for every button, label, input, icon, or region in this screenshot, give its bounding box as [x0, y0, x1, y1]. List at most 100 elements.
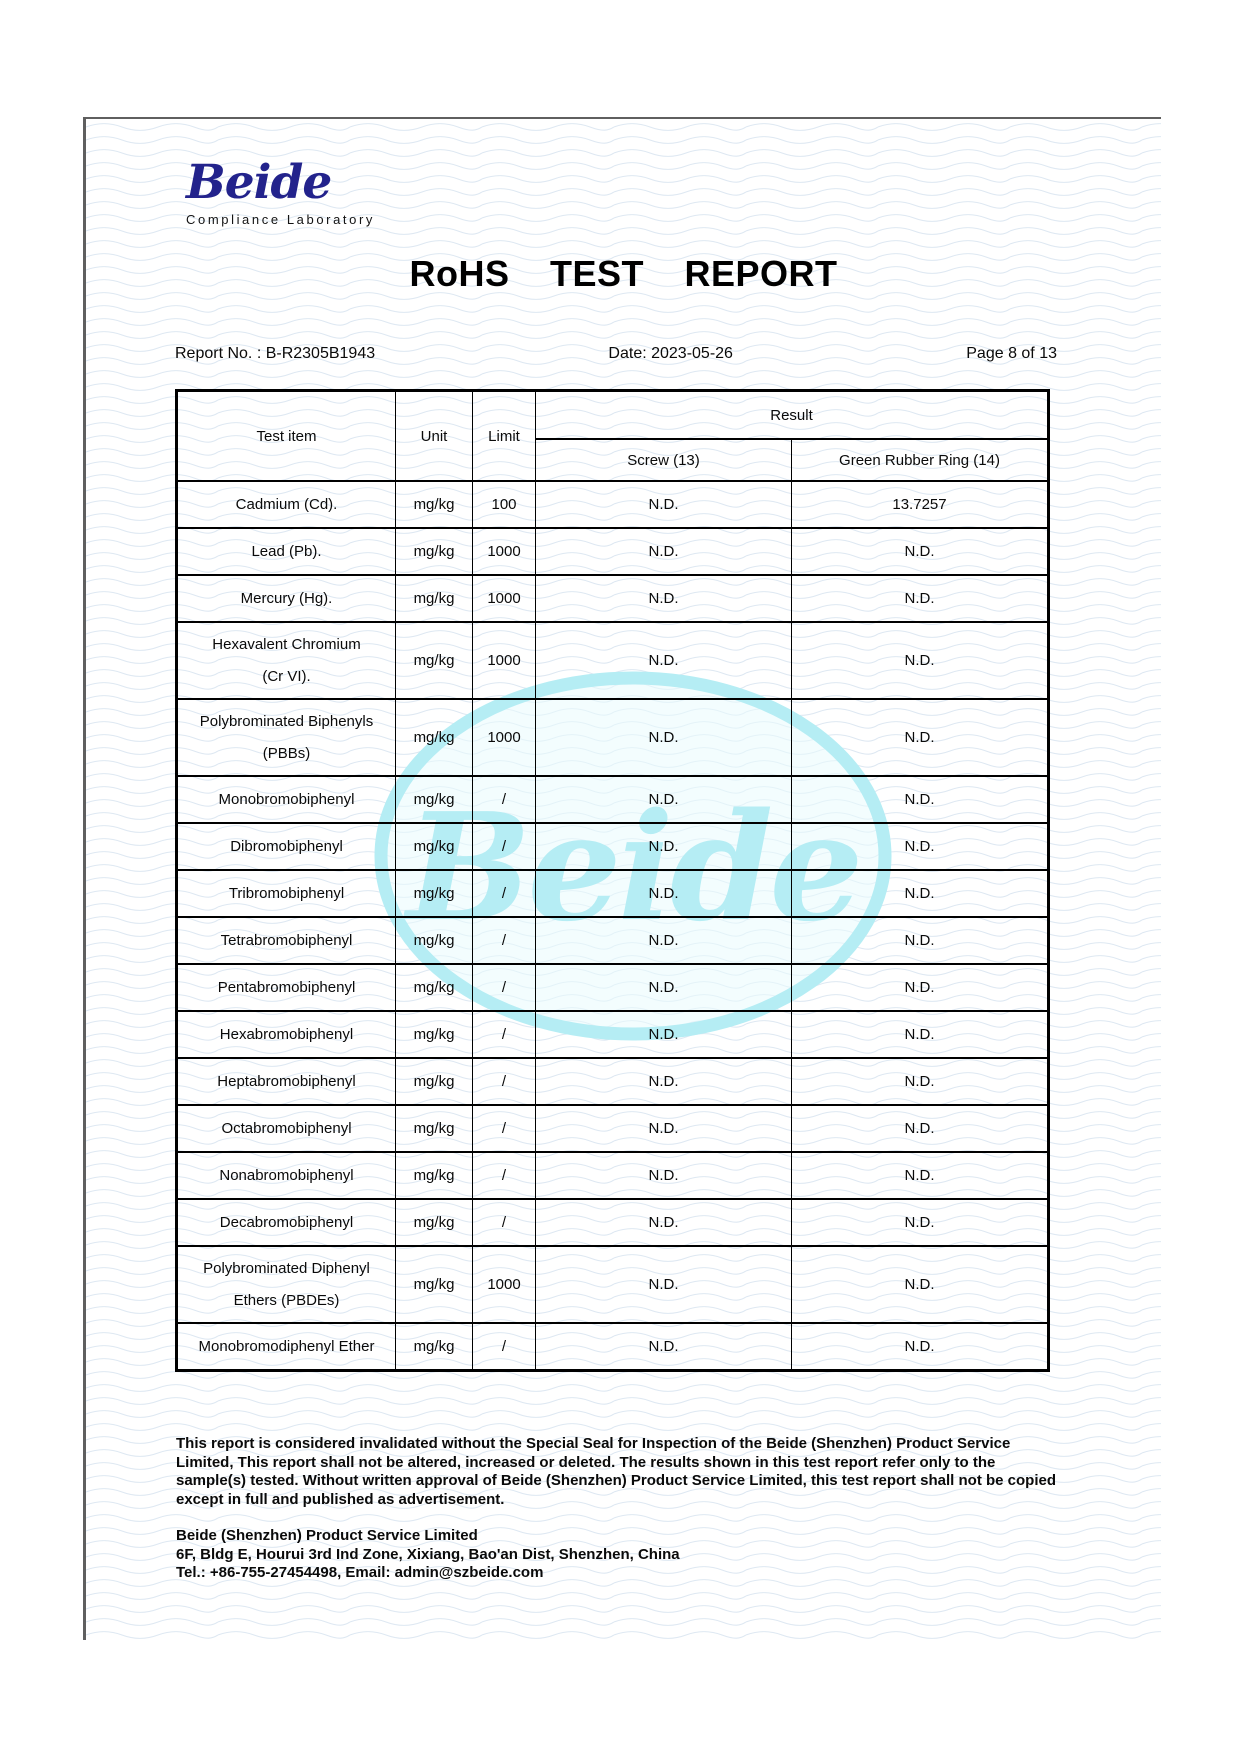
company-info-block: Beide (Shenzhen) Product Service Limited…	[176, 1527, 680, 1583]
cell-result-ring: N.D.	[791, 1198, 1049, 1247]
cell-result-screw: N.D.	[535, 1151, 792, 1200]
cell-result-ring: N.D.	[791, 1104, 1049, 1153]
cell-unit: mg/kg	[395, 1245, 473, 1324]
document-page: Beide Beide Compliance Laboratory RoHS T…	[83, 117, 1161, 1640]
cell-result-screw: N.D.	[535, 1010, 792, 1059]
test-item-line-1: Hexavalent Chromium	[212, 636, 361, 653]
cell-test-item: Pentabromobiphenyl	[176, 963, 396, 1012]
test-item-line-1: Polybrominated Biphenyls	[199, 713, 374, 730]
table-row: Monobromodiphenyl Ether mg/kg / N.D. N.D…	[176, 1322, 1049, 1372]
cell-limit: /	[472, 1322, 536, 1372]
cell-limit: 1000	[472, 621, 536, 700]
cell-result-screw: N.D.	[535, 916, 792, 965]
col-header-sample-screw: Screw (13)	[535, 438, 792, 482]
cell-limit: /	[472, 1151, 536, 1200]
cell-limit: 1000	[472, 574, 536, 623]
cell-result-ring: N.D.	[791, 1010, 1049, 1059]
cell-unit: mg/kg	[395, 775, 473, 824]
test-item-line-2: (PBBs)	[262, 745, 311, 762]
cell-limit: /	[472, 916, 536, 965]
results-table: Test item Unit Limit Result Screw (13) G…	[175, 389, 1050, 1372]
col-header-unit: Unit	[395, 389, 473, 482]
company-contact: Tel.: +86-755-27454498, Email: admin@szb…	[176, 1564, 544, 1582]
page-title: RoHS TEST REPORT	[409, 253, 838, 294]
cell-unit: mg/kg	[395, 1322, 473, 1372]
cell-test-item: Dibromobiphenyl	[176, 822, 396, 871]
table-row: Polybrominated Biphenyls (PBBs) mg/kg 10…	[176, 698, 1049, 777]
cell-result-screw: N.D.	[535, 621, 792, 700]
cell-limit: /	[472, 1057, 536, 1106]
cell-result-ring: N.D.	[791, 869, 1049, 918]
logo-subtitle: Compliance Laboratory	[186, 212, 376, 227]
cell-limit: /	[472, 822, 536, 871]
cell-unit: mg/kg	[395, 1104, 473, 1153]
company-address: 6F, Bldg E, Hourui 3rd Ind Zone, Xixiang…	[176, 1545, 680, 1563]
cell-unit: mg/kg	[395, 916, 473, 965]
cell-result-ring: N.D.	[791, 822, 1049, 871]
cell-result-ring: 13.7257	[791, 480, 1049, 529]
cell-test-item: Polybrominated Diphenyl Ethers (PBDEs)	[176, 1245, 396, 1324]
cell-unit: mg/kg	[395, 480, 473, 529]
cell-limit: /	[472, 775, 536, 824]
cell-limit: /	[472, 1198, 536, 1247]
test-item-line-2: Ethers (PBDEs)	[233, 1292, 340, 1309]
cell-limit: /	[472, 963, 536, 1012]
cell-test-item: Hexavalent Chromium (Cr VI).	[176, 621, 396, 700]
cell-result-screw: N.D.	[535, 1104, 792, 1153]
cell-test-item: Tetrabromobiphenyl	[176, 916, 396, 965]
cell-unit: mg/kg	[395, 621, 473, 700]
cell-result-ring: N.D.	[791, 1151, 1049, 1200]
cell-result-screw: N.D.	[535, 1245, 792, 1324]
cell-result-screw: N.D.	[535, 574, 792, 623]
table-row: Lead (Pb). mg/kg 1000 N.D. N.D.	[176, 527, 1049, 576]
disclaimer-text: This report is considered invalidated wi…	[176, 1435, 1056, 1508]
cell-result-screw: N.D.	[535, 775, 792, 824]
cell-unit: mg/kg	[395, 1151, 473, 1200]
cell-result-ring: N.D.	[791, 574, 1049, 623]
cell-unit: mg/kg	[395, 1057, 473, 1106]
cell-limit: 1000	[472, 698, 536, 777]
cell-limit: 100	[472, 480, 536, 529]
cell-result-ring: N.D.	[791, 1057, 1049, 1106]
cell-result-ring: N.D.	[791, 775, 1049, 824]
table-row: Monobromobiphenyl mg/kg / N.D. N.D.	[176, 775, 1049, 824]
company-name: Beide (Shenzhen) Product Service Limited	[176, 1527, 478, 1544]
col-header-sample-ring: Green Rubber Ring (14)	[791, 438, 1049, 482]
page-indicator: Page 8 of 13	[966, 345, 1057, 362]
cell-test-item: Monobromodiphenyl Ether	[176, 1322, 396, 1372]
cell-test-item: Cadmium (Cd).	[176, 480, 396, 529]
table-row: Decabromobiphenyl mg/kg / N.D. N.D.	[176, 1198, 1049, 1247]
cell-test-item: Decabromobiphenyl	[176, 1198, 396, 1247]
cell-test-item: Mercury (Hg).	[176, 574, 396, 623]
table-row: Hexavalent Chromium (Cr VI). mg/kg 1000 …	[176, 621, 1049, 700]
table-row: Tetrabromobiphenyl mg/kg / N.D. N.D.	[176, 916, 1049, 965]
cell-test-item: Octabromobiphenyl	[176, 1104, 396, 1153]
table-row: Heptabromobiphenyl mg/kg / N.D. N.D.	[176, 1057, 1049, 1106]
col-header-test-item: Test item	[176, 389, 396, 482]
cell-result-ring: N.D.	[791, 621, 1049, 700]
table-header-row-1: Test item Unit Limit Result	[176, 389, 1049, 482]
cell-unit: mg/kg	[395, 1010, 473, 1059]
cell-unit: mg/kg	[395, 869, 473, 918]
cell-result-screw: N.D.	[535, 698, 792, 777]
cell-limit: 1000	[472, 1245, 536, 1324]
cell-result-screw: N.D.	[535, 1322, 792, 1372]
report-number: Report No. : B-R2305B1943	[175, 345, 376, 362]
table-row: Nonabromobiphenyl mg/kg / N.D. N.D.	[176, 1151, 1049, 1200]
cell-limit: /	[472, 1010, 536, 1059]
logo-brand-text: Beide	[186, 155, 332, 210]
cell-result-ring: N.D.	[791, 527, 1049, 576]
table-row: Mercury (Hg). mg/kg 1000 N.D. N.D.	[176, 574, 1049, 623]
cell-unit: mg/kg	[395, 963, 473, 1012]
table-row: Cadmium (Cd). mg/kg 100 N.D. 13.7257	[176, 480, 1049, 529]
cell-test-item: Nonabromobiphenyl	[176, 1151, 396, 1200]
cell-result-screw: N.D.	[535, 1057, 792, 1106]
cell-result-ring: N.D.	[791, 698, 1049, 777]
col-header-result: Result	[535, 389, 1049, 440]
cell-result-screw: N.D.	[535, 869, 792, 918]
cell-result-screw: N.D.	[535, 480, 792, 529]
cell-limit: /	[472, 869, 536, 918]
table-header-row-2: Screw (13) Green Rubber Ring (14)	[177, 438, 1049, 482]
cell-unit: mg/kg	[395, 527, 473, 576]
